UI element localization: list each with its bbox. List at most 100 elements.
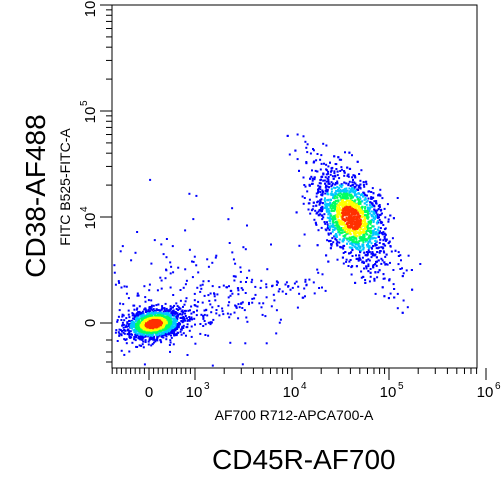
event-dot [328, 225, 331, 228]
event-dot [197, 271, 200, 274]
event-dot [205, 308, 208, 311]
event-dot [276, 281, 279, 284]
event-dot [246, 276, 248, 279]
event-dot [330, 188, 333, 191]
event-dot [312, 281, 315, 284]
event-dot [387, 218, 390, 221]
event-dot [170, 336, 173, 339]
event-dot [121, 315, 124, 318]
event-dot [153, 239, 156, 242]
event-dot [360, 232, 362, 235]
event-dot [358, 196, 361, 199]
event-dot [334, 218, 337, 221]
event-dot [344, 151, 346, 154]
event-dot [260, 306, 263, 309]
event-dot [330, 190, 333, 193]
event-dot [160, 308, 163, 311]
event-dot [323, 213, 326, 216]
event-dot [377, 221, 380, 224]
event-dot [144, 314, 147, 317]
event-dot [148, 306, 151, 309]
event-dot [354, 199, 357, 202]
event-dot [358, 206, 361, 209]
event-dot [386, 203, 389, 206]
event-dot [144, 341, 147, 343]
event-dot [160, 332, 163, 335]
event-dot [322, 142, 325, 145]
event-dot [164, 310, 167, 313]
event-dot [165, 335, 168, 338]
event-dot [122, 314, 125, 317]
event-dot [363, 235, 366, 237]
event-dot [327, 208, 330, 211]
event-dot [359, 179, 362, 182]
event-dot [178, 313, 181, 316]
event-dot [371, 205, 374, 208]
event-dot [380, 257, 383, 260]
event-dot [326, 185, 329, 188]
event-dot [383, 235, 386, 238]
event-dot [346, 174, 349, 177]
event-dot [361, 243, 364, 246]
event-dot [145, 329, 148, 331]
event-dot [275, 332, 278, 335]
y-tick-label: 10 [82, 107, 99, 124]
y-tick-label-group: 0 [82, 319, 99, 327]
event-dot [410, 269, 413, 271]
event-dot [350, 217, 352, 220]
event-dot [317, 200, 320, 203]
event-dot [384, 216, 387, 219]
event-dot [169, 323, 172, 326]
y-tick-label: 10 [82, 213, 99, 230]
event-dot [173, 314, 176, 317]
event-dot [358, 219, 361, 222]
event-dot [298, 169, 300, 172]
event-dot [235, 305, 238, 308]
event-dot [354, 191, 357, 193]
event-dot [368, 239, 371, 242]
event-dot [334, 224, 337, 227]
event-dot [161, 314, 163, 317]
event-dot [324, 203, 326, 206]
event-dot [148, 334, 151, 337]
y-tick-label-group: 104 [79, 206, 99, 229]
event-dot [301, 195, 304, 198]
event-dot [143, 285, 146, 288]
event-dot [338, 230, 341, 233]
event-dot [207, 321, 210, 324]
event-dot [175, 302, 178, 305]
event-dot [357, 220, 360, 223]
event-dot [339, 245, 342, 248]
event-dot [184, 319, 186, 322]
event-dot [189, 318, 191, 320]
event-dot [411, 288, 414, 291]
event-dot [139, 323, 142, 326]
event-dot [352, 191, 355, 194]
event-dot [227, 296, 230, 299]
event-dot [314, 169, 317, 172]
event-dot [176, 312, 179, 315]
event-dot [384, 255, 387, 258]
event-dot [170, 325, 173, 327]
event-dot [318, 203, 321, 206]
event-dot [138, 326, 140, 329]
event-dot [114, 331, 117, 334]
event-dot [157, 309, 160, 312]
event-dot [363, 238, 366, 241]
event-dot [138, 314, 141, 317]
event-dot [328, 240, 331, 243]
event-dot [169, 272, 172, 275]
event-dot [334, 182, 337, 184]
event-dot [376, 276, 379, 279]
event-dot [348, 206, 351, 209]
event-dot [147, 325, 150, 328]
event-dot [349, 197, 352, 200]
event-dot [127, 309, 130, 312]
event-dot [203, 313, 206, 316]
event-dot [351, 238, 354, 241]
event-dot [207, 334, 210, 337]
event-dot [136, 292, 139, 295]
event-dot [338, 177, 341, 180]
event-dot [325, 229, 328, 232]
event-dot [113, 271, 116, 274]
